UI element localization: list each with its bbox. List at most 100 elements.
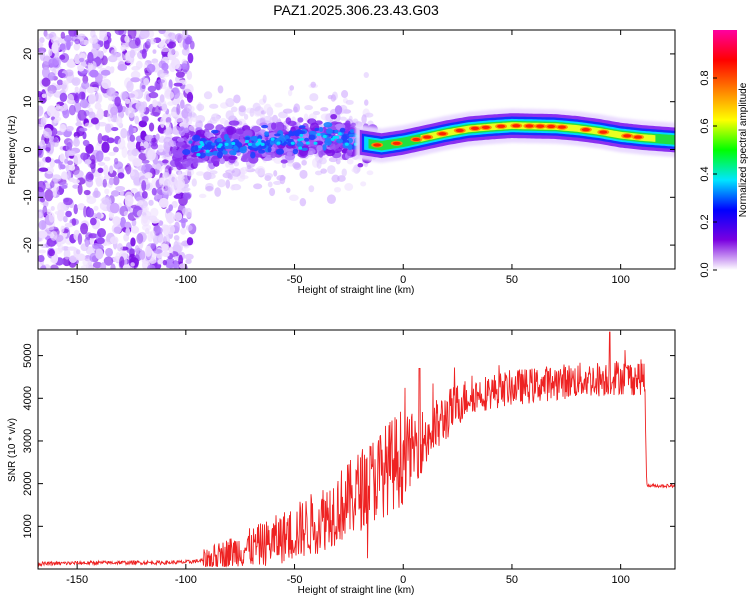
spectrogram-cell [68,164,76,171]
spectrogram-cell [512,124,521,128]
spectrogram-cell [281,162,287,169]
snr-x-tick-label: 50 [506,574,518,586]
spectrogram-cell [373,143,382,147]
spectrogram-cell [252,102,261,112]
spectrogram-cell [178,263,187,269]
spectrogram-cell [211,142,216,146]
spectrogram-cell [86,207,95,218]
spectrogram-cell [267,181,273,188]
spectrogram-cell [56,79,64,86]
spectrogram-cell [200,143,205,147]
spectrogram-cell [162,259,168,266]
spectrogram-cell [194,144,199,152]
colorbar-gradient [713,30,737,270]
spectrogram-cell [41,93,47,99]
spectrogram-cell [92,242,100,249]
spectrogram-cell [165,212,176,224]
spectrogram-cell [344,142,349,146]
snr-x-tick-label: 0 [400,574,406,586]
spectrogram-cell [298,146,303,150]
spectrogram-cell [88,111,96,119]
colorbar-ticks: 0.0 0.2 0.4 0.6 0.8 [699,70,717,278]
spectrogram-cell [122,264,131,269]
spectrogram-cell [165,257,176,269]
spectrogram-cell [319,126,324,133]
spectrogram-cell [219,157,226,165]
spectrogram-cell [38,123,44,131]
spectrogram-cell [38,249,47,254]
spectrogram-cell [192,134,201,142]
spectrogram-y-axis-label: Frequency (Hz) [7,116,18,185]
spectrogram-cell [313,141,318,145]
spectrogram-cell [412,137,421,142]
spectrogram-cell [253,109,262,117]
spectrogram-cell [96,237,105,245]
spectrogram-cell [75,249,81,255]
spectrogram-cell [332,135,337,140]
spectrogram-cell [151,137,157,143]
snr-y-axis-label: SNR (10 * v/v) [7,418,18,482]
spectrogram-cell [108,177,114,186]
spectrogram-cell [341,168,347,177]
spectrogram-cell [299,197,307,207]
spectrogram-cell [274,133,282,137]
spectrogram-x-tick-label: -100 [175,274,197,286]
spectrogram-cell [38,42,44,48]
spectrogram-cell [191,178,197,187]
spectrogram-cell [599,130,608,134]
spectrogram-cell [297,117,304,123]
spectrogram-cell [346,148,353,157]
spectrogram-cell [139,250,146,260]
spectrogram-cell [71,218,77,226]
spectrogram-cell [185,258,192,265]
spectrogram-y-tick-label: -20 [22,237,34,253]
spectrogram-cell [230,185,240,190]
spectrogram-cell [275,148,285,155]
spectrogram-cell [257,141,262,145]
spectrogram-cell [228,155,238,161]
spectrogram-cell [350,122,357,127]
spectrogram-cell [185,224,193,232]
spectrogram-cell [42,113,48,124]
spectrogram-cell [196,171,205,176]
spectrogram-x-axis-label: Height of straight line (km) [298,285,415,296]
colorbar-tick-label: 0.4 [699,166,711,181]
spectrogram-cell [38,167,49,172]
spectrogram-cell [39,196,46,203]
spectrogram-cell [124,98,131,104]
spectrogram-cell [109,68,115,74]
spectrogram-cell [60,31,66,39]
spectrogram-cell [45,156,52,163]
spectrogram-cell [163,178,171,189]
spectrogram-cell [117,64,128,72]
spectrogram-cell [71,77,81,86]
spectrogram-cell [106,87,116,97]
spectrogram-cell [257,138,262,142]
spectrogram-cell [109,236,119,245]
spectrogram-cell [204,151,214,157]
spectrogram-cell [123,210,129,217]
snr-x-tick-label: 100 [611,574,629,586]
spectrogram-cell [308,134,316,141]
spectrogram-cell [157,258,164,265]
spectrogram-cell [130,77,141,83]
spectrogram-cell [269,139,275,146]
spectrogram-cell [108,151,116,156]
spectrogram-cell [150,142,159,150]
spectrogram-cell [184,253,194,260]
spectrogram-cell [196,103,205,111]
spectrogram-cell [196,153,201,157]
spectrogram-cell [217,85,224,94]
spectrogram-cell [97,228,106,238]
spectrogram-cell [308,185,315,193]
spectrogram-cell [242,129,253,139]
snr-y-tick-label: 1000 [22,514,34,538]
spectrogram-cell [60,225,65,233]
spectrogram-cell [45,225,55,231]
spectrogram-cell [180,99,185,110]
spectrogram-heatmap [38,30,675,269]
spectrogram-cell [334,129,339,134]
spectrogram-cell [54,110,60,119]
spectrogram-cell [185,207,193,218]
spectrogram-cell [69,255,78,264]
